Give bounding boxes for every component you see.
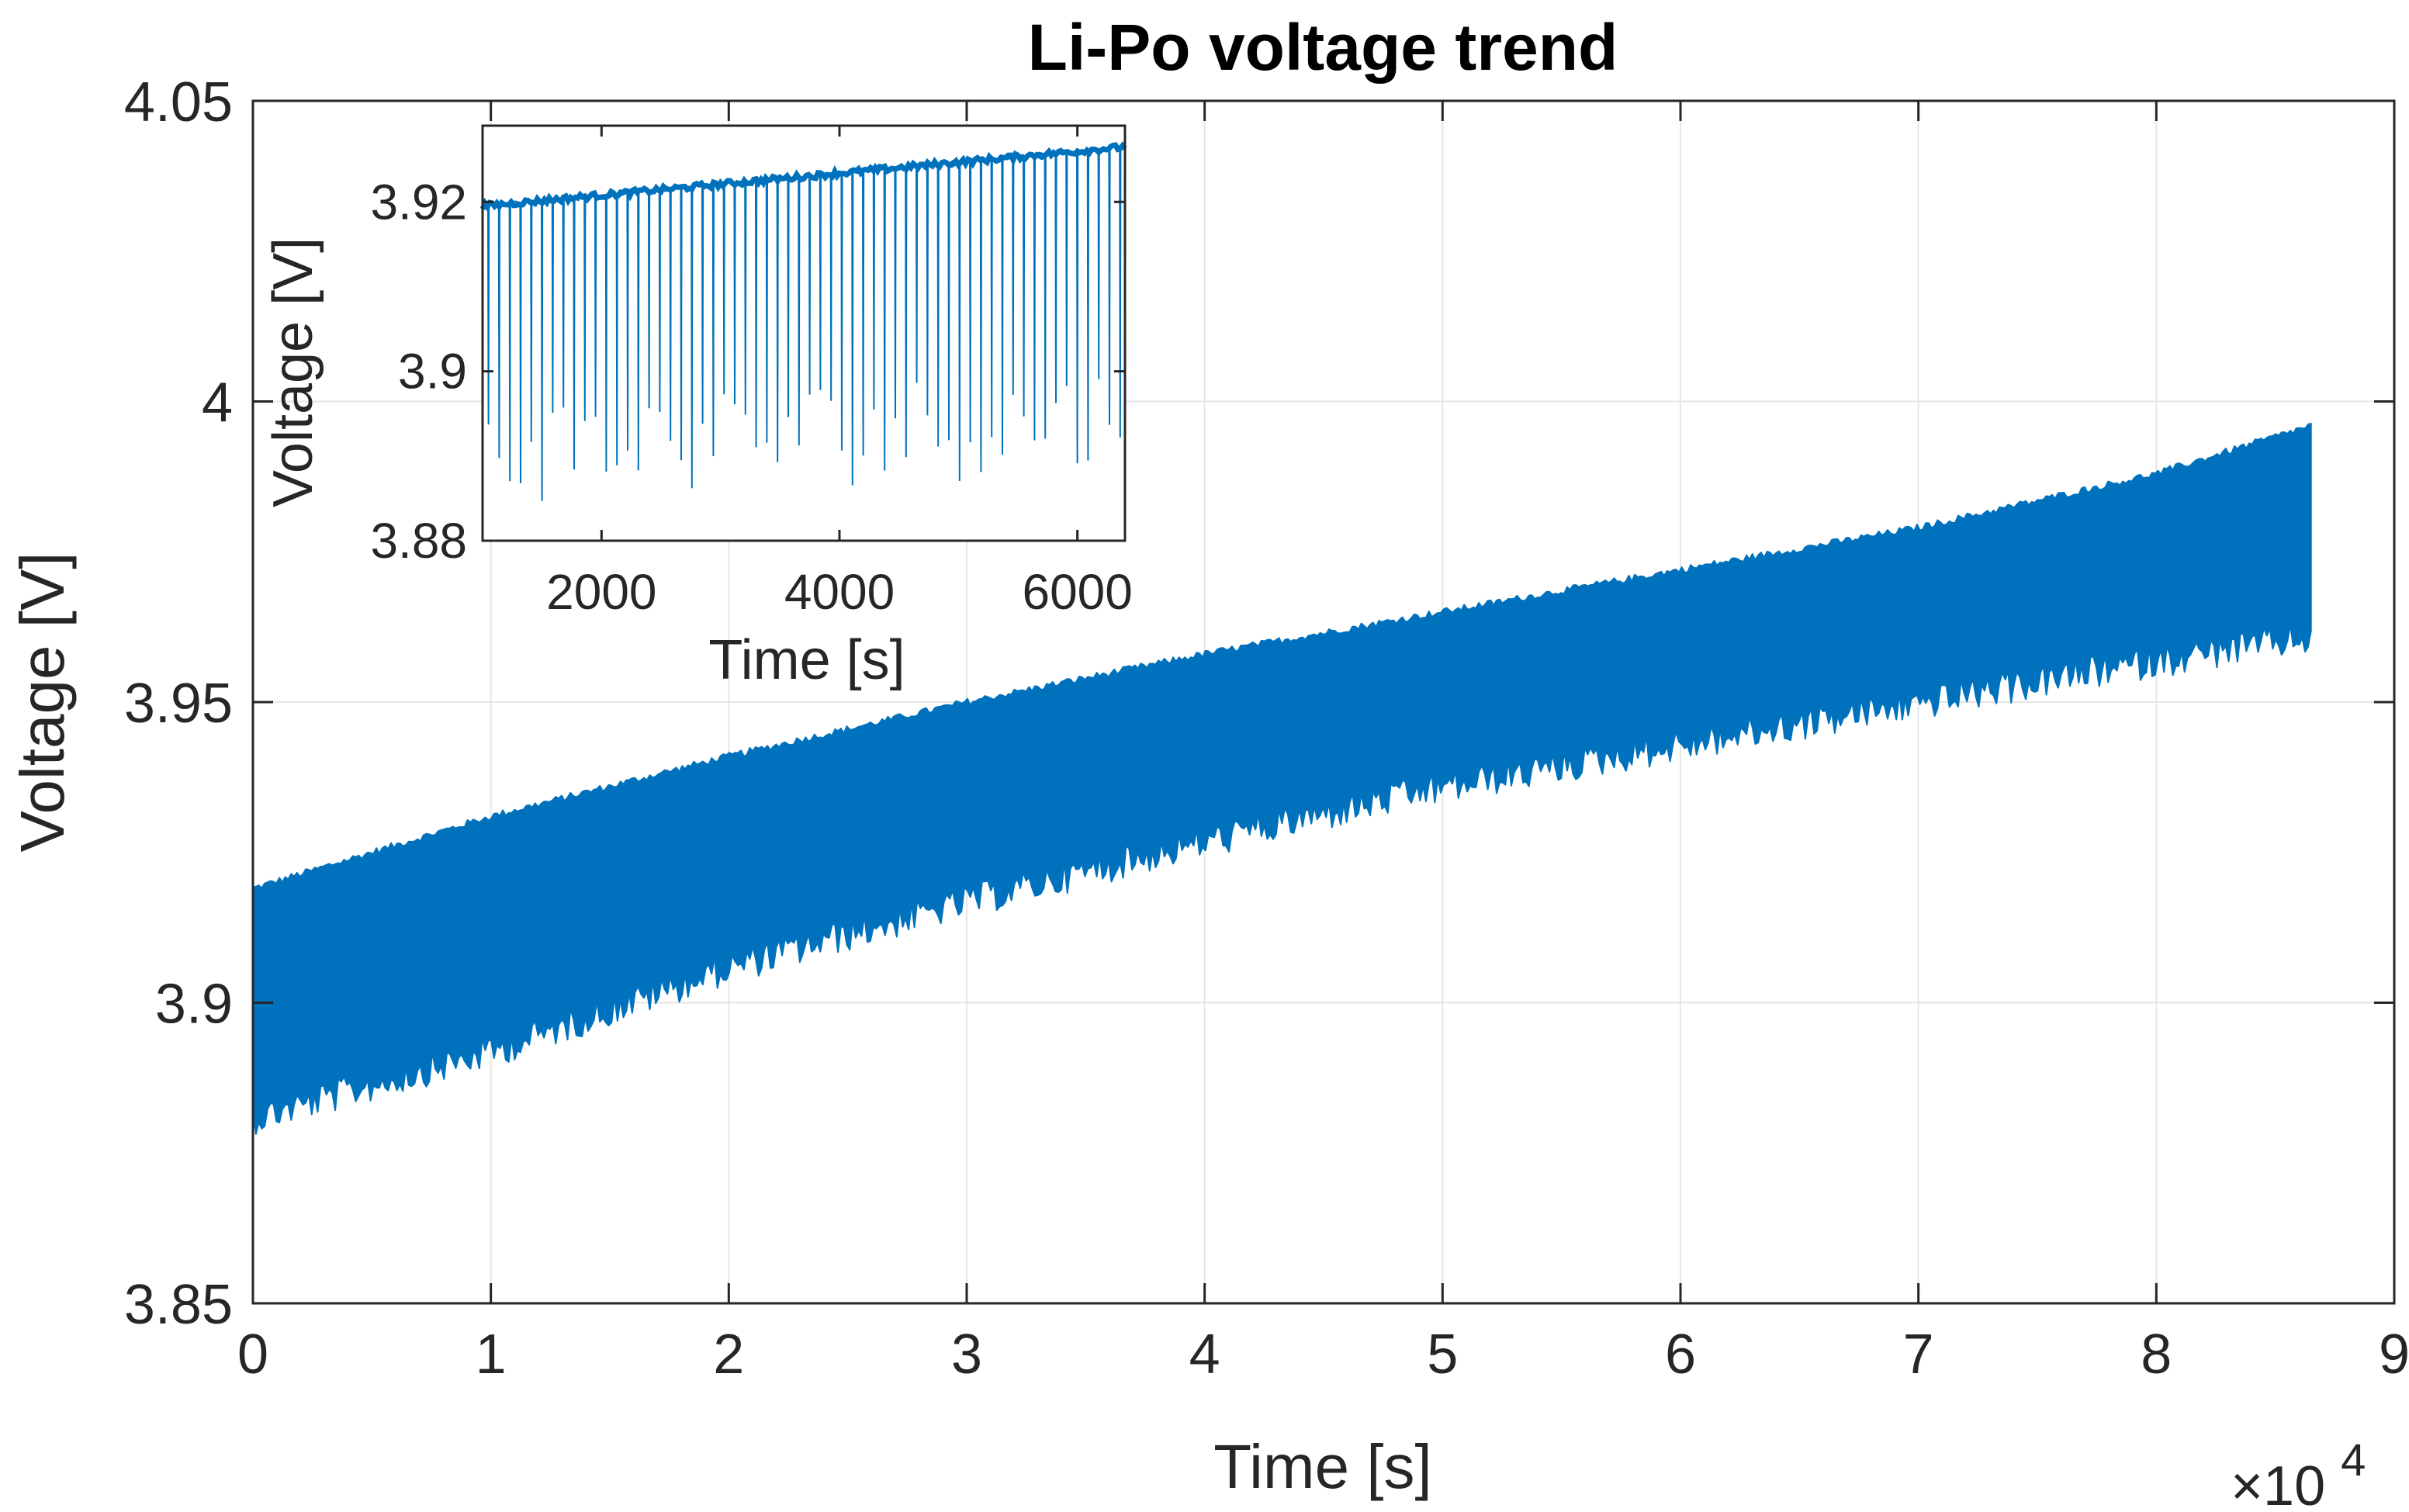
main-x-tick-label: 8 [2141, 1323, 2172, 1386]
inset-ticks [483, 126, 1125, 542]
main-y-tick-label: 3.9 [155, 974, 233, 1036]
main-x-tick-labels: 0 1 2 3 4 5 6 7 8 9 [237, 1323, 2409, 1386]
inset-y-axis-label: Voltage [V] [262, 237, 324, 507]
x-axis-exponent: ×10 4 [2231, 1435, 2366, 1512]
inset-y-tick-label: 3.9 [398, 344, 467, 400]
main-x-tick-label: 6 [1665, 1323, 1696, 1386]
main-y-tick-label: 4.05 [124, 71, 233, 133]
inset-x-tick-label: 4000 [784, 564, 895, 620]
main-x-tick-label: 0 [237, 1323, 268, 1386]
inset-series-group [479, 141, 1127, 501]
inset-baseline-line [479, 141, 1127, 213]
inset-y-tick-label: 3.92 [370, 174, 467, 230]
main-x-tick-label: 2 [713, 1323, 744, 1386]
main-series-band [252, 422, 2312, 1135]
main-ticks [251, 99, 2396, 1305]
main-x-tick-label: 3 [951, 1323, 982, 1386]
inset-background [483, 126, 1125, 541]
main-x-tick-label: 5 [1427, 1323, 1458, 1386]
main-x-tick-label: 7 [1903, 1323, 1934, 1386]
inset-axes-box [481, 124, 1127, 542]
x-axis-exponent-power: 4 [2341, 1435, 2366, 1486]
main-x-axis-label: Time [s] [1213, 1432, 1431, 1501]
main-x-tick-label: 9 [2379, 1323, 2409, 1386]
main-x-tick-label: 4 [1189, 1323, 1220, 1386]
main-series-group [252, 422, 2312, 1135]
main-y-tick-labels: 3.85 3.9 3.95 4 4.05 [124, 71, 233, 1336]
chart-title: Li-Po voltage trend [1028, 11, 1618, 84]
inset-y-tick-labels: 3.88 3.9 3.92 [370, 174, 467, 569]
x-axis-exponent-base: ×10 [2231, 1455, 2325, 1512]
main-y-tick-label: 3.85 [124, 1274, 233, 1336]
inset-x-tick-label: 2000 [546, 564, 656, 620]
inset-y-tick-label: 3.88 [370, 513, 467, 569]
main-y-tick-label: 3.95 [124, 673, 233, 735]
inset-x-tick-label: 6000 [1022, 564, 1132, 620]
main-x-tick-label: 1 [476, 1323, 507, 1386]
inset-x-tick-labels: 2000 4000 6000 [546, 564, 1133, 620]
inset-x-axis-label: Time [s] [708, 629, 905, 691]
main-y-axis-label: Voltage [V] [8, 552, 77, 853]
main-y-tick-label: 4 [202, 372, 233, 434]
